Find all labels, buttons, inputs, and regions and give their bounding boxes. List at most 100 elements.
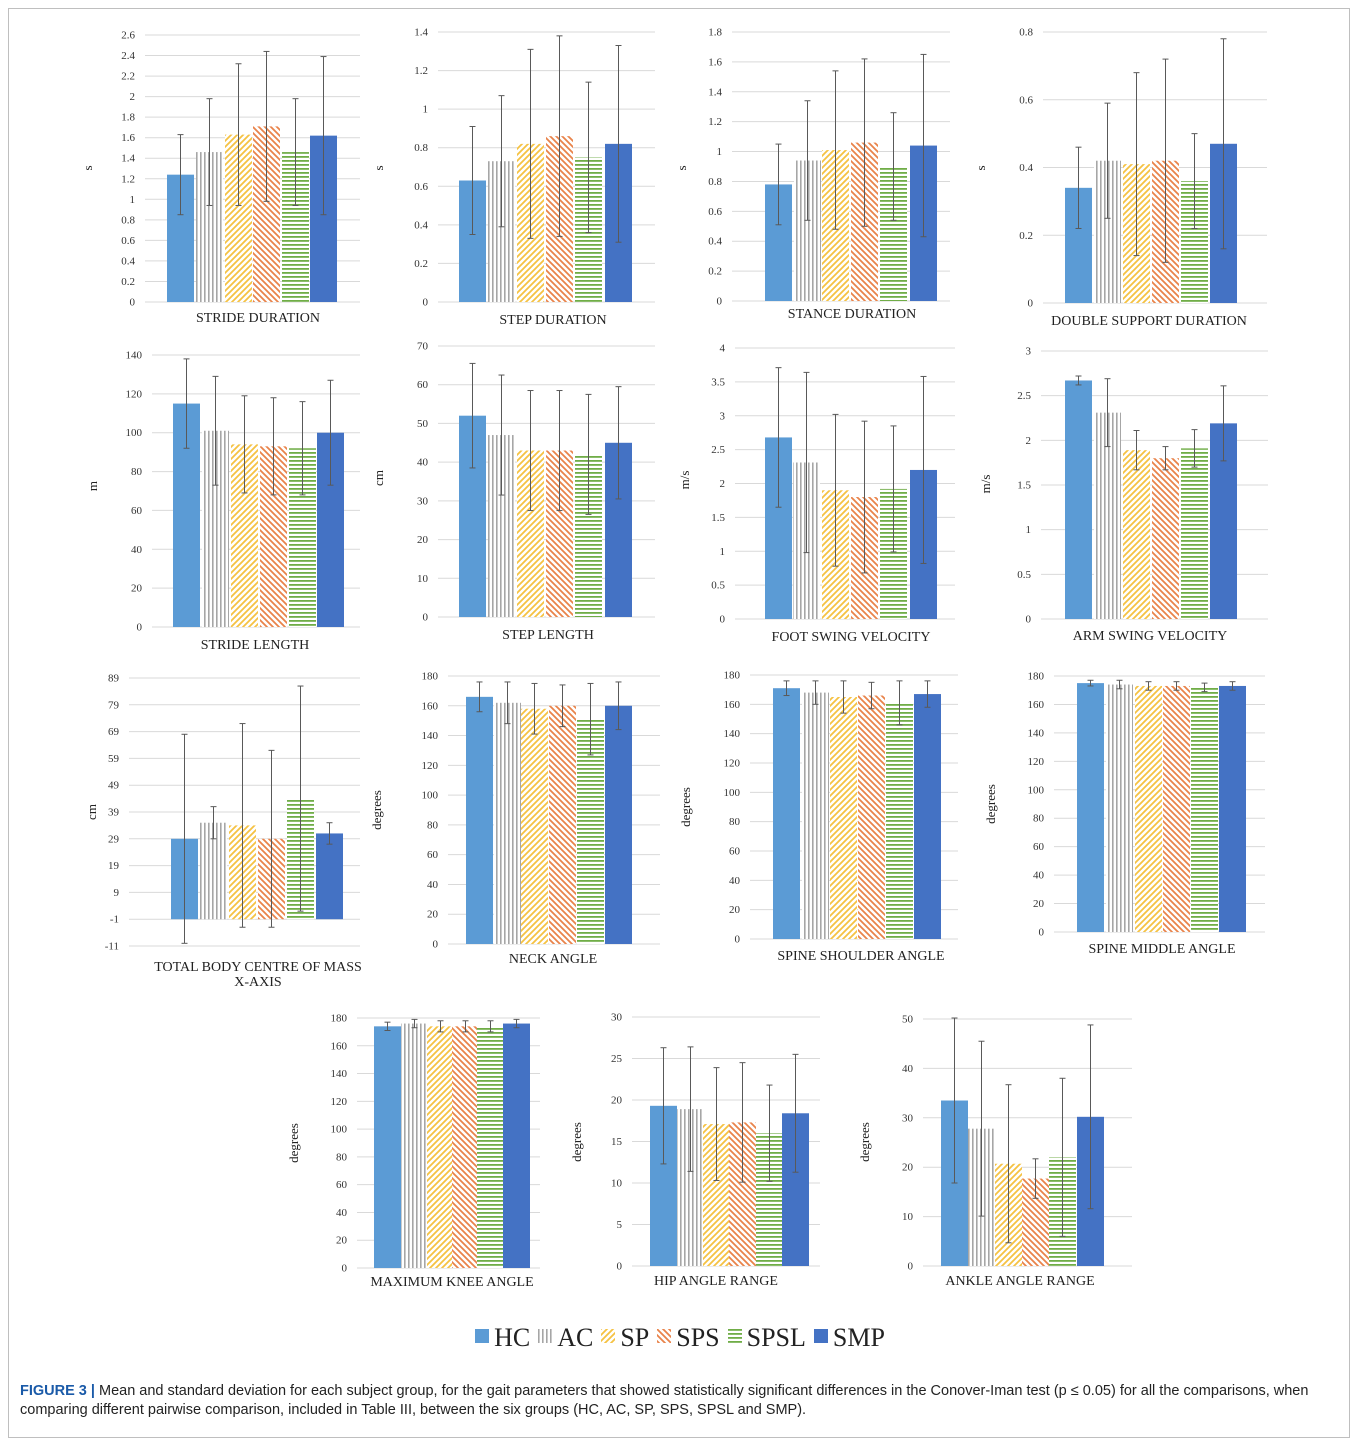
error-bar-smp — [920, 53, 927, 238]
y-tick-label: 100 — [724, 787, 741, 799]
legend-item-hc: HC — [475, 1321, 530, 1353]
y-axis-label: m/s — [978, 475, 993, 494]
y-tick-label: 60 — [729, 846, 741, 858]
bar-sps — [1152, 458, 1179, 619]
y-tick-label: 40 — [1033, 870, 1045, 882]
y-tick-label: 40 — [336, 1207, 348, 1219]
y-tick-label: 0.6 — [121, 235, 135, 247]
y-tick-label: 2 — [720, 478, 726, 490]
error-bar-ac — [803, 371, 810, 554]
y-axis-label: degrees — [569, 1122, 584, 1162]
legend-swatch — [727, 1329, 742, 1344]
y-tick-label: 1.5 — [1017, 480, 1031, 492]
legend-label: HC — [494, 1323, 531, 1353]
y-tick-label: 0 — [433, 939, 439, 951]
y-tick-label: 5 — [617, 1219, 623, 1231]
y-tick-label: 2.2 — [121, 71, 135, 83]
y-tick-label: 140 — [331, 1068, 348, 1080]
y-tick-label: 60 — [131, 505, 143, 517]
error-bar-sp — [1145, 681, 1152, 691]
y-tick-label: 15 — [611, 1136, 623, 1148]
x-axis-label: SPINE SHOULDER ANGLE — [777, 949, 944, 964]
caption-label: FIGURE 3 | — [20, 1383, 95, 1399]
error-bar-ac — [1104, 378, 1111, 448]
bar-hc — [466, 696, 493, 944]
y-tick-label: 0.6 — [414, 181, 428, 193]
y-tick-label: 100 — [1028, 784, 1045, 796]
y-tick-label: 40 — [131, 544, 143, 556]
error-bar-sps — [868, 681, 875, 710]
y-tick-label: 0 — [1028, 298, 1034, 310]
x-axis-label: FOOT SWING VELOCITY — [772, 630, 931, 645]
error-bar-sps — [1032, 1158, 1039, 1199]
y-tick-label: 60 — [1033, 841, 1045, 853]
chart-panel-15: 0 10 20 30 40 50 degrees ANKLE ANGLE RANGE — [857, 1014, 1132, 1289]
chart-panel-14: 0 5 10 15 20 25 30 degrees HIP ANGLE RANGE — [569, 1012, 820, 1289]
error-bar-smp — [327, 379, 334, 486]
legend-label: SPSL — [746, 1323, 806, 1353]
y-tick-label: 120 — [422, 760, 439, 772]
figure-caption: FIGURE 3 | Mean and standard deviation f… — [20, 1382, 1338, 1420]
y-tick-label: 60 — [417, 379, 429, 391]
bar-smp — [316, 833, 343, 920]
x-axis-label: DOUBLE SUPPORT DURATION — [1051, 314, 1247, 329]
y-tick-label: 1.8 — [708, 27, 722, 39]
error-bar-sp — [1133, 72, 1140, 257]
bar-smp — [914, 694, 941, 939]
bar-sp — [830, 697, 857, 939]
chart-panel-2: 0 0.2 0.4 0.6 0.8 1 1.2 1.4 s STEP DURATION — [371, 27, 655, 328]
y-tick-label: 0 — [720, 614, 726, 626]
error-bar-sps — [270, 397, 277, 496]
error-bar-sps — [559, 684, 566, 728]
error-bar-smp — [1220, 38, 1227, 250]
y-tick-label: 0 — [137, 622, 143, 634]
y-tick-label: 80 — [427, 819, 439, 831]
error-bar-ac — [411, 1018, 418, 1029]
y-axis-label: s — [80, 165, 95, 170]
bar-smp — [605, 705, 632, 944]
bar-sps — [1163, 685, 1190, 932]
y-tick-label: 40 — [902, 1063, 914, 1075]
error-bar-ac — [210, 806, 217, 840]
y-tick-label: 1.4 — [414, 27, 428, 39]
y-tick-label: 9 — [114, 887, 120, 899]
y-tick-label: 0.2 — [121, 276, 135, 288]
y-tick-label: 140 — [724, 728, 741, 740]
legend-swatch — [601, 1329, 616, 1344]
error-bar-smp — [615, 45, 622, 243]
y-tick-label: 30 — [611, 1012, 623, 1024]
y-tick-label: 1.6 — [121, 132, 135, 144]
y-tick-label: 140 — [422, 730, 439, 742]
bar-hc — [773, 688, 800, 939]
y-axis-label: m — [85, 481, 100, 491]
y-tick-label: 20 — [131, 583, 143, 595]
y-tick-label: 1.2 — [708, 116, 722, 128]
x-axis-label: STANCE DURATION — [788, 307, 916, 322]
error-bar-sp — [832, 413, 839, 567]
error-bar-spsl — [297, 685, 304, 912]
error-bar-sp — [832, 70, 839, 230]
y-tick-label: 80 — [729, 816, 741, 828]
y-tick-label: 20 — [336, 1235, 348, 1247]
error-bar-ac — [812, 680, 819, 705]
y-tick-label: -11 — [105, 941, 119, 953]
y-tick-label: 80 — [131, 466, 143, 478]
x-axis-label: TOTAL BODY CENTRE OF MASS — [154, 960, 362, 975]
figure-frame — [8, 8, 1350, 1438]
y-tick-label: 1.2 — [121, 173, 135, 185]
y-tick-label: 60 — [336, 1179, 348, 1191]
error-bar-smp — [1229, 681, 1236, 691]
y-tick-label: 80 — [336, 1151, 348, 1163]
bar-hc — [1065, 380, 1092, 619]
y-tick-label: 0.4 — [1019, 162, 1033, 174]
legend-label: SP — [620, 1323, 650, 1353]
y-tick-label: 80 — [1033, 813, 1045, 825]
error-bar-smp — [1220, 385, 1227, 462]
bar-sps — [858, 695, 885, 939]
y-tick-label: 10 — [611, 1178, 623, 1190]
y-tick-label: 160 — [1028, 699, 1045, 711]
y-tick-label: 20 — [729, 904, 741, 916]
y-tick-label: 0 — [908, 1261, 914, 1273]
error-bar-spsl — [1191, 429, 1198, 468]
y-tick-label: 40 — [729, 875, 741, 887]
